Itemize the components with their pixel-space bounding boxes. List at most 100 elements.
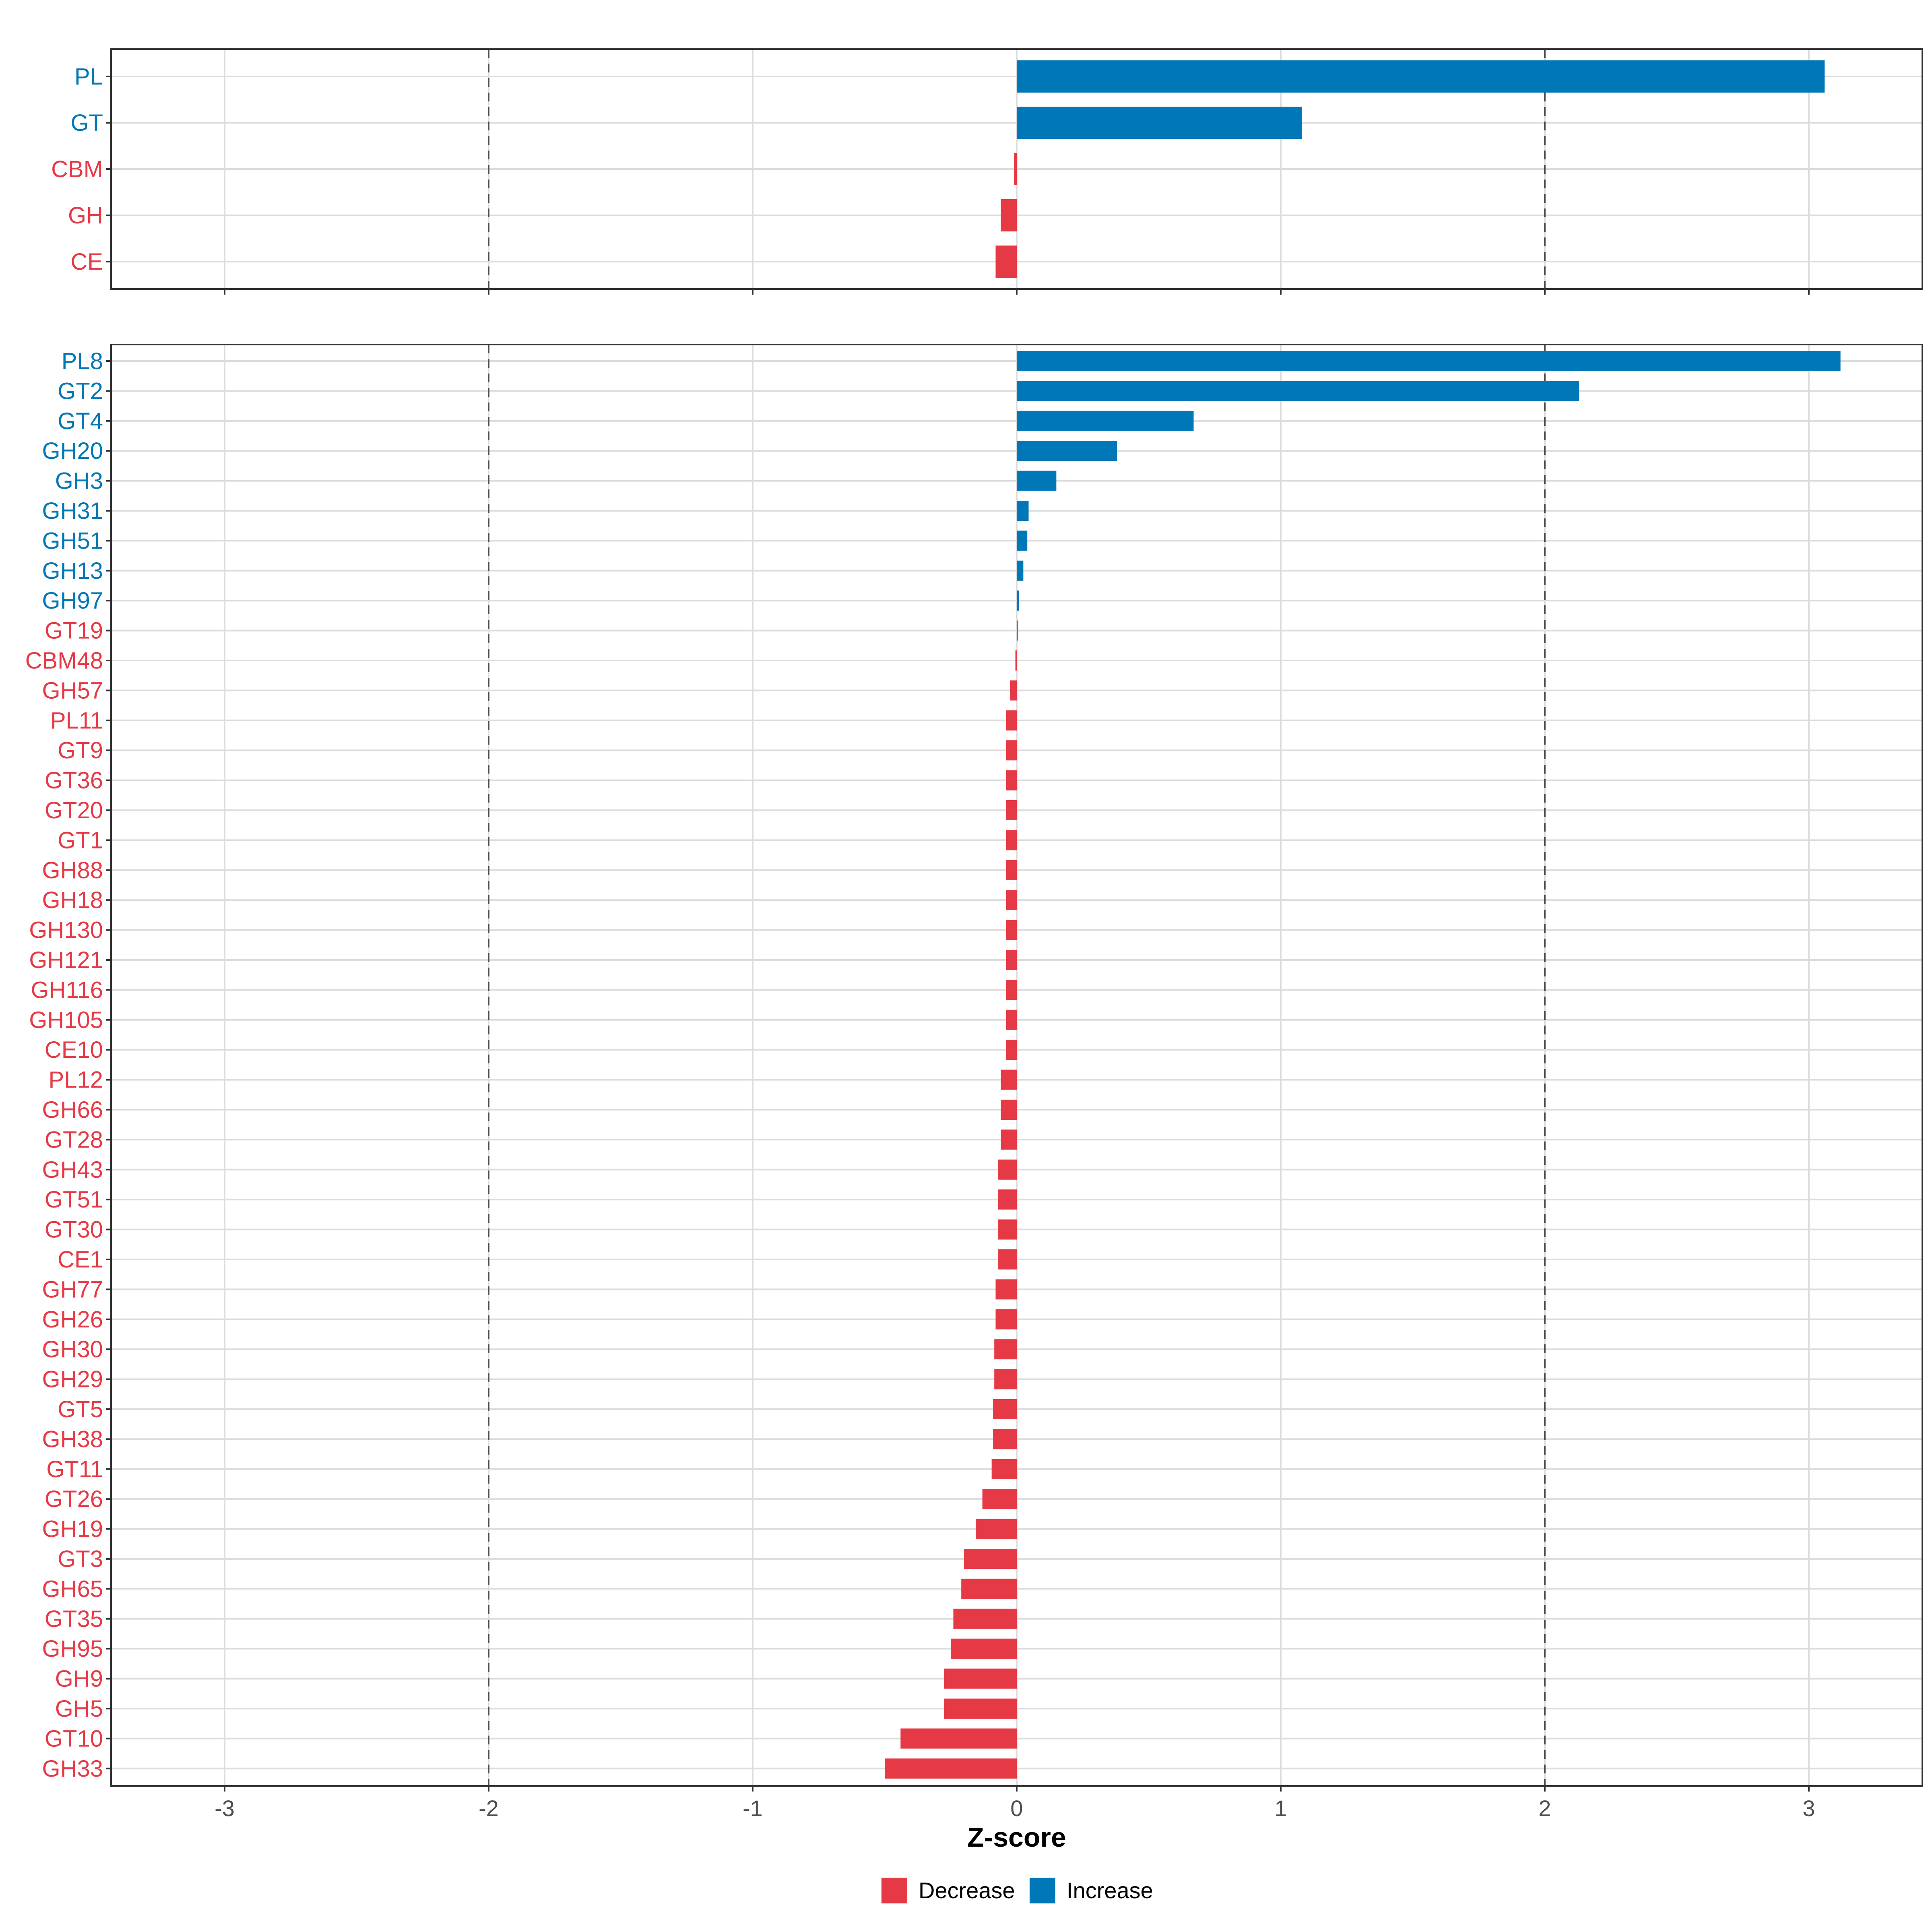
bar-gh95 (951, 1639, 1017, 1659)
x-tick-label: -3 (215, 1796, 235, 1821)
y-label-gh116: GH116 (31, 977, 103, 1003)
y-label-gh29: GH29 (42, 1366, 103, 1393)
bar-gt9 (1006, 740, 1017, 761)
bar-gh13 (1017, 560, 1024, 581)
y-label-gh66: GH66 (42, 1097, 103, 1123)
bar-gh66 (1001, 1100, 1017, 1120)
y-label-gt1: GT1 (58, 827, 103, 853)
bar-pl8 (1017, 351, 1841, 371)
bar-gh9 (944, 1668, 1017, 1689)
bar-gh29 (994, 1369, 1017, 1389)
y-label-gt36: GT36 (45, 768, 103, 794)
bar-cbm (1014, 153, 1017, 185)
bar-gt3 (964, 1549, 1017, 1569)
legend-label-increase: Increase (1067, 1878, 1153, 1903)
bar-gh31 (1017, 501, 1029, 521)
bar-gh43 (998, 1159, 1017, 1180)
x-tick-label: 2 (1538, 1796, 1551, 1821)
top-panel-border (110, 48, 1923, 290)
bar-pl11 (1006, 710, 1017, 731)
bar-cbm48 (1015, 650, 1017, 671)
x-tick-label: -1 (743, 1796, 763, 1821)
y-label-gt26: GT26 (45, 1486, 103, 1512)
x-tick-label: -2 (479, 1796, 499, 1821)
x-axis: -3 -2 -1 0 1 2 3 (215, 1796, 1815, 1821)
bar-gt26 (982, 1489, 1017, 1509)
y-label-gh130: GH130 (29, 917, 103, 943)
bar-gt35 (953, 1608, 1017, 1629)
y-label-gh: GH (68, 202, 103, 229)
y-label-gt10: GT10 (45, 1726, 103, 1752)
y-label-gh30: GH30 (42, 1336, 103, 1362)
bar-pl (1017, 60, 1825, 93)
bar-gh57 (1010, 680, 1017, 701)
y-label-gh88: GH88 (42, 857, 103, 883)
y-label-gt35: GT35 (45, 1606, 103, 1632)
bar-pl12 (1001, 1069, 1017, 1090)
y-label-gh51: GH51 (42, 528, 103, 554)
bar-gt36 (1006, 770, 1017, 791)
y-label-gh57: GH57 (42, 677, 103, 704)
y-label-gh9: GH9 (55, 1666, 103, 1692)
y-label-gh77: GH77 (42, 1276, 103, 1302)
y-label-ce10: CE10 (45, 1037, 103, 1063)
bar-gt11 (991, 1459, 1017, 1479)
y-label-gh38: GH38 (42, 1426, 103, 1452)
y-label-gt: GT (70, 110, 103, 136)
y-label-gh65: GH65 (42, 1576, 103, 1602)
bar-gt10 (900, 1728, 1017, 1749)
bar-gt20 (1006, 800, 1017, 820)
bar-gh51 (1017, 530, 1028, 551)
bar-gh77 (995, 1279, 1017, 1300)
y-label-pl8: PL8 (62, 348, 103, 374)
y-label-gh95: GH95 (42, 1636, 103, 1662)
bottom-panel-border (110, 344, 1923, 1787)
bar-gt19 (1017, 620, 1018, 641)
y-label-gt51: GT51 (45, 1187, 103, 1213)
bar-gh65 (961, 1579, 1017, 1599)
bar-gh30 (994, 1339, 1017, 1360)
bottom-panel: PL8 GT2 GT4 GH20 GH3 GH31 GH51 GH13 GH97 GT19 CBM4… (25, 344, 1923, 1792)
y-label-ce: CE (70, 249, 103, 275)
top-panel: PL GT CBM GH CE (51, 48, 1923, 295)
y-label-gt20: GT20 (45, 797, 103, 824)
bar-gh105 (1006, 1009, 1017, 1030)
bar-gt28 (1001, 1129, 1017, 1150)
x-axis-title: Z-score (967, 1822, 1066, 1853)
x-tick-label: 3 (1802, 1796, 1815, 1821)
bar-gh116 (1006, 980, 1017, 1000)
y-label-gh105: GH105 (29, 1007, 103, 1033)
y-label-gt11: GT11 (46, 1456, 103, 1482)
bar-gh121 (1006, 950, 1017, 970)
bar-gh97 (1017, 590, 1019, 611)
y-label-gh18: GH18 (42, 887, 103, 913)
y-label-gt30: GT30 (45, 1217, 103, 1243)
y-label-pl11: PL11 (50, 708, 103, 734)
legend: Decrease Increase (881, 1878, 1153, 1903)
y-label-gh3: GH3 (55, 468, 103, 494)
y-label-gt28: GT28 (45, 1127, 103, 1153)
y-label-gh43: GH43 (42, 1157, 103, 1183)
y-label-gh97: GH97 (42, 588, 103, 614)
bar-gh3 (1017, 471, 1057, 491)
legend-swatch-increase (1030, 1878, 1055, 1903)
y-label-gh26: GH26 (42, 1307, 103, 1333)
y-label-gt2: GT2 (58, 378, 103, 404)
bar-gt51 (998, 1189, 1017, 1210)
bar-gh19 (976, 1519, 1017, 1539)
bar-gh5 (944, 1699, 1017, 1719)
bar-gh26 (995, 1309, 1017, 1329)
x-tick-label: 0 (1010, 1796, 1023, 1821)
y-label-gh33: GH33 (42, 1756, 103, 1782)
bar-gt2 (1017, 381, 1579, 401)
bar-gt5 (993, 1399, 1017, 1419)
bar-gh18 (1006, 890, 1017, 910)
y-label-gt3: GT3 (58, 1546, 103, 1572)
y-label-pl: PL (74, 64, 103, 90)
y-label-gt19: GT19 (45, 618, 103, 644)
y-label-gh121: GH121 (29, 947, 103, 973)
bar-ce (995, 246, 1017, 278)
y-label-gt5: GT5 (58, 1396, 103, 1422)
bar-gt30 (998, 1219, 1017, 1240)
